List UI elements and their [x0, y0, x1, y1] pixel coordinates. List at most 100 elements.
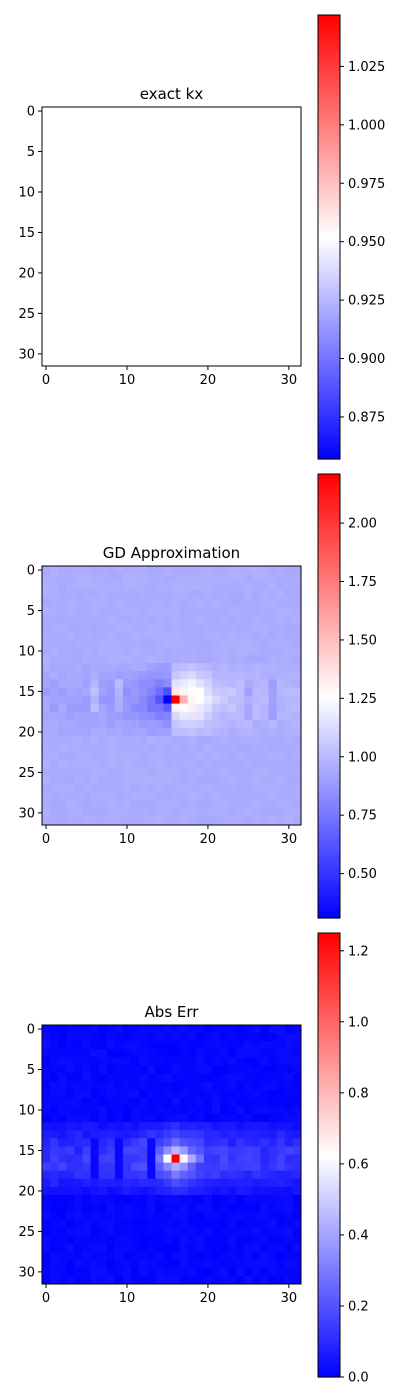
heatmap-cell: [171, 357, 181, 367]
heatmap-cell: [268, 816, 278, 826]
heatmap-cell: [82, 655, 92, 664]
colorbar-segment: [318, 451, 340, 456]
heatmap-cell: [171, 204, 181, 213]
heatmap-cell: [50, 115, 59, 124]
heatmap-cell: [122, 1203, 132, 1212]
heatmap-cell: [98, 816, 108, 826]
heatmap-cell: [155, 1114, 164, 1123]
heatmap-cell: [50, 1049, 59, 1058]
heatmap-cell: [90, 711, 100, 721]
heatmap-cell: [284, 317, 294, 327]
heatmap-cell: [163, 1251, 172, 1261]
heatmap-cell: [50, 792, 59, 802]
heatmap-cell: [171, 1033, 181, 1042]
heatmap-cell: [171, 1243, 181, 1253]
heatmap-cell: [139, 196, 148, 205]
heatmap-cell: [292, 341, 302, 351]
heatmap-cell: [66, 1243, 75, 1253]
heatmap-cell: [98, 1130, 108, 1139]
heatmap-cell: [139, 123, 148, 132]
heatmap-cell: [42, 1154, 51, 1164]
heatmap-cell: [155, 131, 164, 140]
heatmap-cell: [122, 228, 132, 237]
heatmap-cell: [139, 1227, 148, 1236]
heatmap-cell: [66, 357, 75, 367]
heatmap-cell: [276, 1203, 286, 1212]
heatmap-cell: [187, 614, 197, 624]
heatmap-cell: [155, 808, 164, 818]
colorbar-segment: [318, 1106, 340, 1112]
heatmap-cell: [228, 139, 237, 148]
heatmap-cell: [187, 1186, 197, 1196]
heatmap-cell: [82, 1178, 92, 1188]
heatmap-cell: [163, 228, 172, 237]
colorbar-segment: [318, 784, 340, 790]
heatmap-cell: [244, 1162, 253, 1172]
heatmap-cell: [131, 244, 140, 254]
heatmap-cell: [187, 1057, 197, 1066]
heatmap-cell: [122, 196, 132, 205]
heatmap-cell: [106, 341, 116, 351]
heatmap-cell: [268, 139, 278, 148]
heatmap-cell: [147, 622, 156, 632]
heatmap-cell: [244, 276, 253, 286]
heatmap-cell: [131, 301, 140, 310]
heatmap-cell: [114, 1186, 124, 1196]
heatmap-cell: [163, 285, 172, 294]
heatmap-cell: [211, 598, 221, 607]
heatmap-cell: [106, 131, 116, 140]
heatmap-cell: [195, 663, 205, 672]
colorbar-segment: [318, 1018, 340, 1023]
heatmap-cell: [220, 309, 229, 318]
heatmap-cell: [98, 1243, 108, 1253]
colorbar-segment: [318, 1088, 340, 1093]
heatmap-cell: [82, 703, 92, 713]
heatmap-cell: [66, 711, 75, 721]
heatmap-cell: [58, 260, 67, 270]
heatmap-cell: [268, 646, 278, 656]
colorbar-segment: [318, 1007, 340, 1012]
heatmap-cell: [203, 171, 213, 181]
heatmap-cell: [252, 1203, 262, 1212]
heatmap-cell: [98, 301, 108, 310]
heatmap-cell: [195, 1138, 205, 1147]
heatmap-cell: [90, 236, 100, 246]
heatmap-cell: [284, 212, 294, 221]
heatmap-cell: [284, 107, 294, 116]
heatmap-cell: [268, 1138, 278, 1147]
heatmap-cell: [131, 582, 140, 591]
heatmap-cell: [220, 630, 229, 640]
heatmap-cell: [163, 301, 172, 310]
heatmap-cell: [220, 1049, 229, 1058]
heatmap-cell: [139, 301, 148, 310]
heatmap-cell: [268, 107, 278, 116]
heatmap-cell: [211, 147, 221, 157]
heatmap-cell: [74, 1154, 83, 1164]
heatmap-cell: [106, 163, 116, 173]
heatmap-cell: [139, 317, 148, 327]
heatmap-cell: [292, 244, 302, 254]
heatmap-cell: [292, 727, 302, 737]
heatmap-cell: [163, 1033, 172, 1042]
heatmap-cell: [260, 1178, 270, 1188]
heatmap-cell: [66, 1146, 75, 1155]
heatmap-cell: [122, 115, 132, 124]
heatmap-cell: [276, 131, 286, 140]
colorbar-segment: [318, 851, 340, 856]
heatmap-cell: [171, 744, 181, 753]
heatmap-cell: [163, 590, 172, 599]
heatmap-cell: [58, 622, 67, 632]
heatmap-cell: [236, 357, 245, 367]
heatmap-cell: [276, 703, 286, 713]
heatmap-cell: [252, 1105, 262, 1115]
colorbar-segment: [318, 592, 340, 597]
colorbar-segment: [318, 633, 340, 638]
heatmap-cell: [74, 196, 83, 205]
heatmap-cell: [82, 1267, 92, 1277]
heatmap-cell: [284, 630, 294, 640]
heatmap-cell: [98, 1089, 108, 1099]
heatmap-cell: [228, 719, 237, 729]
heatmap-cell: [155, 1267, 164, 1277]
heatmap-cell: [195, 325, 205, 335]
heatmap-cell: [268, 155, 278, 165]
